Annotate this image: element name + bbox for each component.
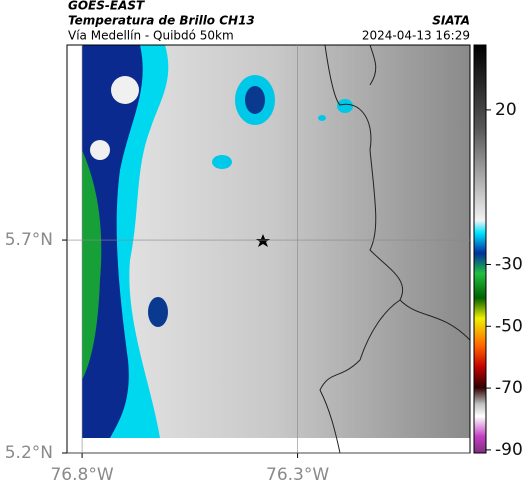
colorbar-tick-label: -90 <box>495 440 523 460</box>
subtitle: Vía Medellín - Quibdó 50km <box>68 29 234 43</box>
y-tick-label: 5.2°N <box>5 443 53 463</box>
source: GOES-EAST <box>68 0 145 13</box>
datetime: 2024-04-13 16:29 <box>362 29 470 43</box>
y-tick-label: 5.7°N <box>5 230 53 250</box>
title: Temperatura de Brillo CH13 <box>68 14 255 28</box>
x-tick-label: 76.8°W <box>50 465 113 485</box>
credit: SIATA <box>432 14 470 28</box>
colorbar <box>473 44 487 454</box>
colorbar-tick-label: -30 <box>495 254 523 274</box>
x-tick-label: 76.3°W <box>266 465 329 485</box>
colorbar-tick-label: -50 <box>495 316 523 336</box>
colorbar-tick-label: -70 <box>495 378 523 398</box>
location-marker <box>256 234 270 247</box>
satellite-image <box>82 44 471 454</box>
colorbar-tick-label: 20 <box>495 100 517 120</box>
